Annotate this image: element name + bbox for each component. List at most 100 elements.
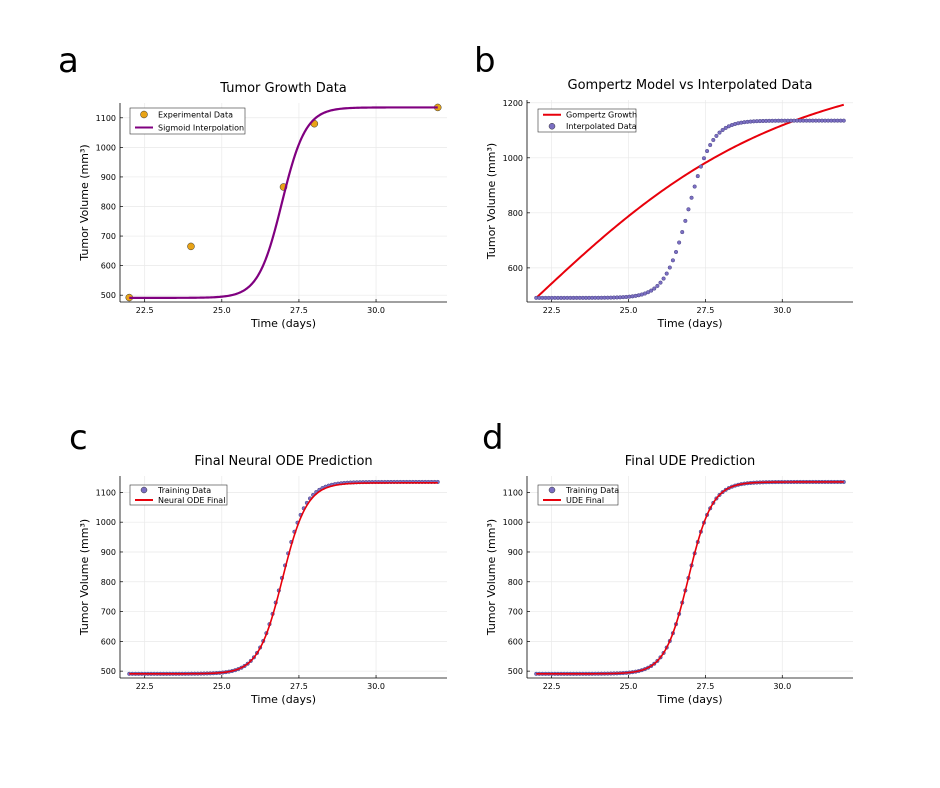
x-tick-label: 22.5 [543, 306, 561, 315]
grid-d [527, 476, 853, 678]
legend-label-neural-ode-final: Neural ODE Final [158, 496, 225, 505]
data-point [723, 125, 728, 130]
y-tick-label: 500 [101, 667, 116, 676]
data-point [680, 230, 685, 235]
legend-swatch-training-data [548, 486, 556, 494]
grid-b [527, 100, 853, 302]
x-tick-label: 25.0 [213, 306, 231, 315]
series-line-sigmoid-interpolation [129, 106, 438, 299]
data-point [708, 142, 713, 148]
data-point [187, 242, 195, 251]
x-axis-label-c: Time (days) [250, 693, 316, 706]
legend-b: Gompertz Growth Interpolated Data [537, 108, 637, 133]
data-point [686, 207, 691, 212]
data-point [720, 127, 725, 133]
data-point [701, 156, 707, 161]
y-axis-label-a: Tumor Volume (mm³) [78, 144, 91, 261]
legend-box [537, 108, 637, 133]
legend-swatch-interpolated-data [548, 123, 556, 130]
data-point [705, 149, 710, 154]
y-axis-label-b: Tumor Volume (mm³) [485, 143, 498, 260]
data-point [649, 288, 654, 293]
plot-area-d [534, 479, 846, 676]
x-tick-label: 30.0 [773, 306, 791, 315]
y-tick-label: 1000 [503, 518, 523, 527]
data-point [689, 195, 694, 200]
chart-panel-b: b Gompertz Model vs Interpolated Data 22.5… [474, 41, 853, 330]
chart-panel-c: c Final Neural ODE Prediction 22.5 25.0 27.5… [69, 418, 447, 706]
data-point [841, 118, 846, 123]
series-line-neural-ode-final [129, 482, 438, 675]
legend-swatch-experimental-data [140, 110, 148, 119]
data-point [658, 280, 663, 285]
x-tick-label: 27.5 [290, 682, 308, 691]
legend-label-gompertz-growth: Gompertz Growth [566, 111, 637, 120]
plot-area-b [534, 103, 846, 300]
y-tick-label: 700 [508, 608, 523, 617]
data-point [717, 130, 722, 135]
y-tick-label: 600 [508, 264, 523, 273]
data-point [714, 133, 719, 138]
data-point [695, 174, 700, 179]
x-tick-label: 27.5 [290, 306, 308, 315]
legend-box [129, 484, 228, 506]
legend-swatch-training-data [140, 486, 148, 494]
plot-area-a [125, 103, 442, 302]
data-point [698, 164, 703, 169]
x-tick-label: 25.0 [620, 682, 638, 691]
panel-label-c: c [69, 418, 88, 458]
legend-label-interpolated-data: Interpolated Data [566, 122, 637, 131]
x-axis-label-a: Time (days) [250, 317, 316, 330]
legend-label-ude-final: UDE Final [566, 496, 604, 505]
y-tick-label: 800 [508, 578, 523, 587]
y-tick-label: 1000 [96, 518, 116, 527]
y-tick-label: 800 [101, 578, 116, 587]
y-tick-label: 1000 [96, 143, 116, 152]
data-point [692, 184, 697, 189]
panel-label-a: a [58, 41, 79, 81]
y-tick-label: 800 [101, 202, 116, 211]
data-point [670, 258, 675, 263]
y-tick-label: 1100 [96, 114, 116, 123]
data-point [673, 249, 679, 255]
y-tick-label: 1000 [503, 154, 523, 163]
x-tick-label: 27.5 [696, 682, 714, 691]
data-point [664, 271, 669, 276]
y-tick-label: 800 [508, 209, 523, 218]
data-point [655, 283, 660, 288]
y-tick-label: 900 [101, 173, 116, 182]
x-axis-label-d: Time (days) [657, 693, 723, 706]
x-tick-label: 30.0 [367, 682, 385, 691]
series-points-interpolated-data [534, 118, 846, 300]
y-tick-label: 600 [508, 637, 523, 646]
legend-label-experimental-data: Experimental Data [158, 110, 233, 119]
y-axis-label-c: Tumor Volume (mm³) [78, 519, 91, 636]
y-tick-label: 900 [101, 548, 116, 557]
legend-box [129, 107, 246, 135]
chart-panel-d: d Final UDE Prediction 22.5 25.0 27.5 30.0 500… [482, 418, 853, 706]
y-tick-label: 700 [101, 232, 116, 241]
x-axis-label-b: Time (days) [657, 317, 723, 330]
y-tick-label: 900 [508, 548, 523, 557]
x-tick-label: 22.5 [136, 682, 154, 691]
x-tick-label: 25.0 [213, 682, 231, 691]
y-axis-label-d: Tumor Volume (mm³) [485, 519, 498, 636]
chart-title-a: Tumor Growth Data [219, 81, 347, 96]
y-tick-label: 1200 [503, 99, 523, 108]
legend-label-sigmoid-interpolation: Sigmoid Interpolation [158, 123, 244, 132]
x-tick-label: 27.5 [696, 306, 714, 315]
data-point [677, 240, 682, 245]
panel-label-d: d [482, 418, 504, 458]
y-tick-label: 700 [101, 608, 116, 617]
x-tick-label: 22.5 [136, 306, 154, 315]
x-tick-label: 30.0 [773, 682, 791, 691]
panel-label-b: b [474, 41, 496, 81]
data-point [661, 276, 666, 281]
y-tick-label: 500 [508, 667, 523, 676]
chart-panel-a: a Tumor Growth Data 22.5 25.0 27.5 30.0 500 600… [58, 41, 447, 330]
x-tick-label: 25.0 [620, 306, 638, 315]
data-point [683, 218, 688, 223]
chart-title-d: Final UDE Prediction [625, 454, 756, 469]
